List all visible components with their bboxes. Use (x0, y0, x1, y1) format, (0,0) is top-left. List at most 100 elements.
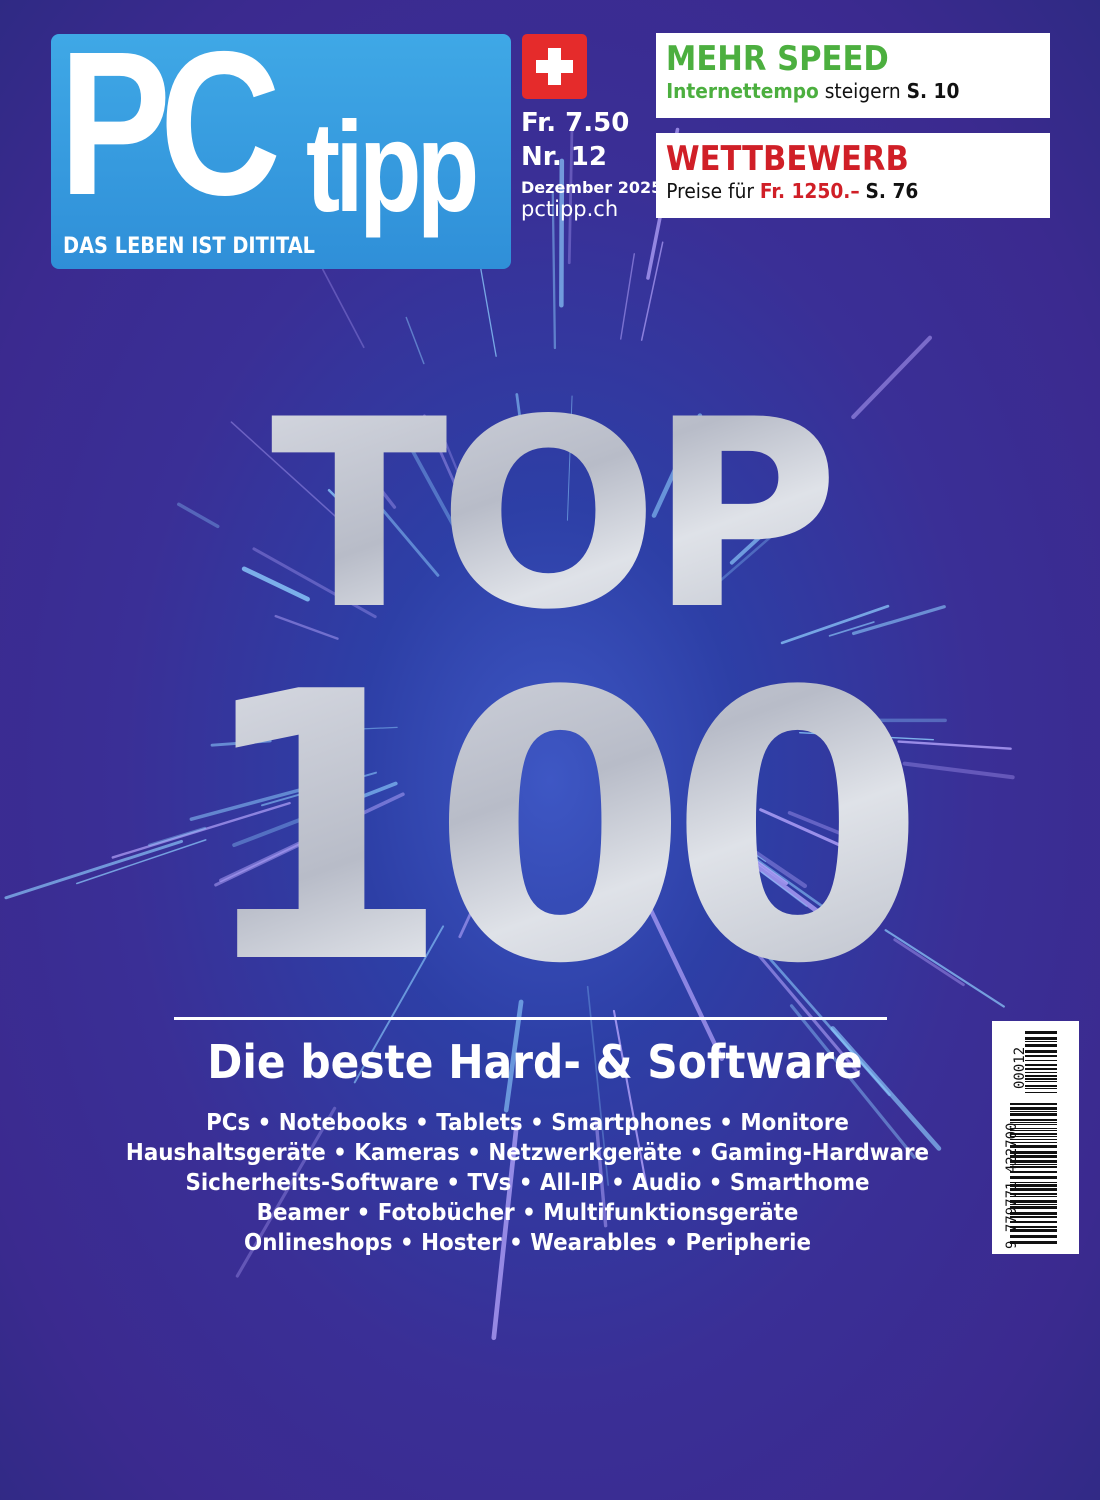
light-streak (612, 1009, 648, 1188)
barcode-number: 9 779771 422700 (1004, 1122, 1020, 1249)
issue-website: pctipp.ch (521, 197, 619, 221)
light-streak (405, 316, 425, 365)
barcode-bar (1010, 1139, 1057, 1140)
topic-line: PCs • Notebooks • Tablets • Smartphones … (206, 1110, 849, 1136)
barcode-bars (1010, 1031, 1057, 1244)
light-streak (830, 1026, 942, 1151)
light-streak (739, 474, 802, 538)
issue-price: Fr. 7.50 (521, 108, 630, 138)
light-streak (759, 808, 875, 862)
barcode-bar (1010, 1136, 1057, 1137)
barcode-bar (1010, 1241, 1057, 1244)
light-streak (235, 1106, 337, 1278)
barcode-bar (1010, 1124, 1057, 1125)
barcode-bar (1010, 1160, 1057, 1163)
barcode-bar (1010, 1164, 1057, 1165)
light-streak (851, 335, 933, 420)
barcode-bar (1010, 1200, 1057, 1203)
topic-list: PCs • Notebooks • Tablets • Smartphones … (37, 1108, 1018, 1258)
pctipp-logo: PC tipp DAS LEBEN IST DITITAL (51, 34, 511, 269)
light-streak (651, 413, 703, 518)
light-streak (111, 801, 291, 859)
barcode-addon: 00012 (1012, 1046, 1028, 1089)
light-streak (749, 860, 848, 935)
teaser-text: Preise für Fr. 1250.– S. 76 (666, 179, 919, 203)
barcode-bar (1010, 1128, 1057, 1129)
light-streak (189, 774, 355, 821)
barcode-bar (1010, 1111, 1057, 1112)
barcode-bar (1025, 1044, 1057, 1047)
light-streak (478, 258, 497, 357)
light-streak (260, 771, 378, 807)
light-streak (704, 819, 767, 863)
light-streak (458, 883, 486, 939)
barcode-bar (1025, 1075, 1057, 1077)
swiss-flag-icon (522, 34, 587, 99)
cover-title-top: TOP (0, 365, 1100, 667)
light-streak (332, 428, 397, 509)
barcode-bar (1025, 1078, 1057, 1080)
light-streak (693, 809, 808, 889)
light-streak (701, 520, 789, 598)
light-streak (620, 253, 635, 340)
barcode-bar (1010, 1206, 1057, 1209)
light-streak (567, 127, 574, 265)
light-streak (897, 740, 1012, 750)
barcode-bar (1010, 1103, 1057, 1105)
barcode-bar (1010, 1176, 1057, 1179)
light-streak (321, 268, 365, 349)
topic-line: Haushaltsgeräte • Kameras • Netzwerkgerä… (125, 1140, 930, 1166)
light-streak (232, 813, 315, 848)
light-streak (787, 811, 901, 859)
barcode-bar (1010, 1113, 1057, 1116)
barcode-bar (1010, 1188, 1057, 1191)
light-streak (241, 566, 310, 602)
light-streak (348, 781, 398, 803)
light-streak (735, 899, 781, 947)
barcode-bar (1010, 1107, 1057, 1110)
light-streak (353, 925, 445, 1084)
barcode-bar (1025, 1092, 1057, 1093)
topic-line: Sicherheits-Software • TVs • All-IP • Au… (185, 1170, 870, 1196)
barcode-bar (1010, 1229, 1057, 1232)
light-streak (851, 605, 946, 636)
light-streak (148, 826, 207, 847)
barcode-bar (1025, 1081, 1057, 1082)
barcode-bar (1025, 1064, 1057, 1066)
issue-number: Nr. 12 (521, 142, 607, 172)
barcode-bar (1010, 1235, 1057, 1238)
teaser-speed: MEHR SPEED Internettempo steigern S. 10 (656, 33, 1050, 118)
light-streak (780, 604, 890, 645)
light-streak (632, 874, 725, 1061)
barcode-bar (1010, 1142, 1057, 1143)
barcode-bar (1025, 1085, 1057, 1087)
barcode-bar (1025, 1037, 1057, 1040)
issue-date: Dezember 2025 (521, 178, 663, 197)
topic-line: Beamer • Fotobücher • Multifunktionsgerä… (256, 1200, 799, 1226)
cover-title-100: 100 (0, 615, 1100, 1045)
divider (174, 1017, 887, 1020)
light-streak (893, 938, 965, 987)
light-streak (789, 1004, 916, 1159)
light-streak (732, 843, 789, 885)
light-streak (177, 502, 220, 529)
barcode-bar (1025, 1050, 1057, 1053)
teaser-contest: WETTBEWERB Preise für Fr. 1250.– S. 76 (656, 133, 1050, 218)
barcode-bar (1010, 1204, 1057, 1205)
light-streak (734, 927, 861, 1076)
light-streak (566, 395, 573, 521)
cover-subtitle: Die beste Hard- & Software (207, 1035, 863, 1089)
light-streak (640, 241, 664, 341)
light-streak (594, 1117, 608, 1228)
light-streak (362, 485, 440, 577)
barcode-bar (1010, 1216, 1057, 1218)
barcode-bar (1010, 1166, 1057, 1168)
barcode-bar (1010, 1130, 1057, 1131)
light-streak (327, 488, 372, 533)
barcode-bar (1010, 1184, 1057, 1187)
teaser-headline: MEHR SPEED (665, 39, 889, 79)
barcode-bar (1025, 1031, 1057, 1034)
teaser-text: Internettempo steigern S. 10 (666, 79, 960, 103)
light-streak (230, 421, 361, 540)
light-streak (423, 414, 458, 489)
